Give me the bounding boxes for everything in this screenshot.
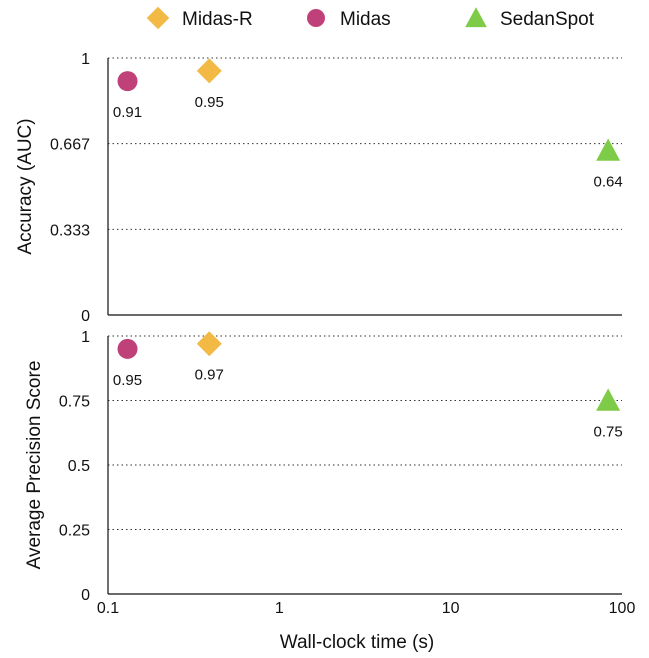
x-tick-label: 0.1	[97, 600, 119, 617]
data-point-sedanspot	[596, 388, 621, 411]
x-axis-title: Wall-clock time (s)	[280, 632, 434, 653]
legend-item-midas: Midas	[307, 9, 391, 30]
data-point-midas	[117, 338, 138, 359]
data-label: 0.97	[195, 367, 224, 384]
panel-2: 0 0.25 0.5 0.75 1 Average Precision Score 0.95…	[24, 329, 623, 604]
legend: Midas-R Midas SedanSpot	[146, 6, 595, 30]
x-tick-label: 1	[275, 600, 284, 617]
y-tick-label: 0.75	[59, 394, 90, 411]
legend-circle-marker	[307, 9, 325, 27]
legend-label: Midas-R	[182, 9, 253, 30]
x-axis: 0.1 1 10 100	[97, 600, 636, 617]
legend-label: Midas	[340, 9, 391, 30]
y-tick-label: 0.25	[59, 523, 90, 540]
legend-triangle-marker	[465, 7, 487, 28]
y-tick-label: 1	[81, 51, 90, 68]
y-tick-label: 0	[81, 587, 90, 604]
panel-1: 0 0.333 0.667 1 Accuracy (AUC) 0.91 0.95 0.64	[15, 51, 623, 325]
legend-diamond-marker	[146, 6, 170, 30]
x-tick-label: 100	[609, 600, 636, 617]
legend-item-sedanspot: SedanSpot	[465, 7, 595, 30]
legend-item-midas-r: Midas-R	[146, 6, 253, 30]
data-label: 0.64	[594, 174, 623, 191]
y-axis-title: Accuracy (AUC)	[15, 118, 36, 254]
data-point-midas-r	[196, 331, 222, 357]
data-label: 0.95	[113, 372, 142, 389]
y-axis-title: Average Precision Score	[24, 361, 45, 570]
data-label: 0.91	[113, 104, 142, 121]
data-label: 0.95	[195, 94, 224, 111]
data-point-midas-r	[196, 58, 222, 84]
y-tick-label: 0.667	[50, 137, 90, 154]
data-label: 0.75	[594, 424, 623, 441]
legend-label: SedanSpot	[500, 9, 595, 30]
y-tick-label: 0.333	[50, 222, 90, 239]
y-tick-label: 0	[81, 308, 90, 325]
data-point-midas	[117, 71, 138, 92]
y-tick-label: 1	[81, 329, 90, 346]
y-tick-label: 0.5	[68, 458, 90, 475]
data-point-sedanspot	[596, 138, 621, 161]
x-tick-label: 10	[442, 600, 460, 617]
